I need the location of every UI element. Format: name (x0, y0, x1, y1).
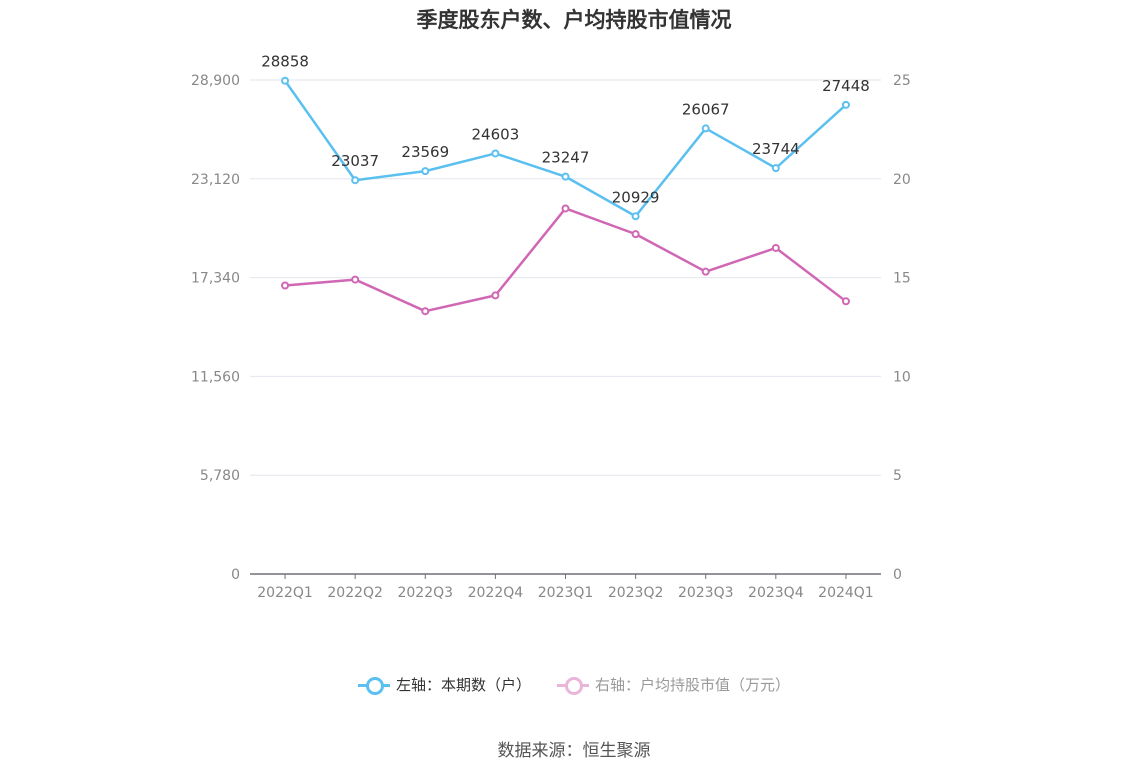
avg-value-point (491, 291, 500, 300)
x-axis-tick-label: 2023Q1 (538, 585, 594, 601)
avg-value-point (281, 281, 290, 290)
left-axis-tick-label: 23,120 (191, 172, 240, 188)
x-axis-tick-label: 2023Q4 (748, 585, 804, 601)
avg-value-point (701, 267, 710, 276)
right-axis-tick-label: 25 (893, 73, 911, 89)
holders-point (841, 100, 850, 109)
avg-value-point (841, 297, 850, 306)
legend-label-right: 右轴：户均持股市值（万元） (595, 676, 791, 694)
data-label: 27448 (822, 77, 870, 95)
holders-point (701, 124, 710, 133)
data-label: 20929 (612, 188, 660, 206)
data-label: 23569 (401, 143, 449, 161)
legend-marker-pink-icon (557, 675, 589, 695)
series-line-avg-value (284, 207, 847, 313)
data-label: 23037 (331, 152, 379, 170)
legend: 左轴：本期数（户） 右轴：户均持股市值（万元） (0, 674, 1148, 695)
avg-value-point (421, 307, 430, 316)
chart-title: 季度股东户数、户均持股市值情况 (416, 8, 732, 32)
left-axis-tick-label: 5,780 (200, 468, 240, 484)
legend-marker-blue-icon (357, 675, 390, 695)
avg-value-point (351, 275, 360, 284)
avg-value-point (771, 243, 780, 252)
x-axis-tick-label: 2023Q3 (678, 585, 734, 601)
legend-label-left: 左轴：本期数（户） (395, 676, 531, 694)
left-axis-tick-label: 17,340 (191, 271, 240, 287)
holders-point (351, 176, 360, 185)
data-label: 28858 (261, 53, 309, 71)
x-axis-tick-label: 2022Q3 (397, 585, 453, 601)
x-axis-tick-label: 2022Q4 (468, 585, 524, 601)
holders-point (561, 172, 570, 181)
holders-point (281, 76, 290, 85)
holders-point (631, 212, 640, 221)
x-axis-tick-label: 2022Q1 (257, 585, 313, 601)
left-axis-tick-label: 0 (231, 567, 240, 583)
axes: 0 5,780 11,560 17,340 23,120 28,900 0 5 10 15 20 25… (191, 73, 911, 601)
legend-item-left-axis[interactable]: 左轴：本期数（户） (357, 674, 531, 695)
right-axis-tick-label: 10 (893, 369, 911, 385)
avg-value-point (561, 204, 570, 213)
right-axis-tick-label: 5 (893, 468, 902, 484)
data-labels: 28858 23037 23569 24603 23247 20929 26067 23744… (261, 53, 870, 207)
left-axis-tick-label: 11,560 (191, 369, 240, 385)
data-label: 26067 (682, 100, 730, 118)
x-axis-tick-label: 2024Q1 (818, 585, 874, 601)
x-axis-tick-label: 2023Q2 (608, 585, 664, 601)
right-axis-tick-label: 20 (893, 172, 911, 188)
series-lines (281, 76, 850, 316)
left-axis-tick-label: 28,900 (191, 73, 240, 89)
holders-point (491, 149, 500, 158)
data-label: 24603 (472, 125, 520, 143)
holders-point (771, 164, 780, 173)
right-axis-tick-label: 15 (893, 271, 911, 287)
source-note: 数据来源：恒生聚源 (497, 741, 651, 761)
data-label: 23744 (752, 140, 800, 158)
holders-point (421, 167, 430, 176)
data-label: 23247 (542, 149, 590, 167)
avg-value-point (631, 230, 640, 239)
x-axis-tick-label: 2022Q2 (327, 585, 383, 601)
right-axis-tick-label: 0 (893, 567, 902, 583)
legend-item-right-axis[interactable]: 右轴：户均持股市值（万元） (557, 674, 790, 695)
